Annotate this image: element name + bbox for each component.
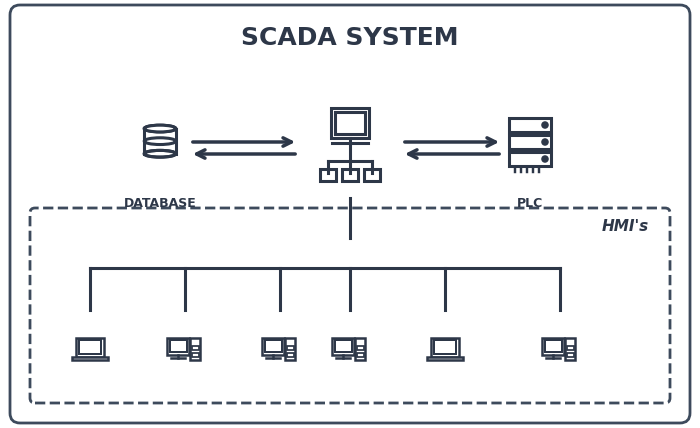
Text: PLC: PLC bbox=[517, 196, 543, 209]
FancyBboxPatch shape bbox=[262, 338, 284, 355]
FancyBboxPatch shape bbox=[10, 5, 690, 423]
FancyBboxPatch shape bbox=[30, 208, 670, 403]
FancyBboxPatch shape bbox=[342, 169, 358, 181]
FancyBboxPatch shape bbox=[542, 338, 564, 355]
FancyBboxPatch shape bbox=[509, 152, 551, 166]
FancyBboxPatch shape bbox=[167, 338, 189, 355]
FancyBboxPatch shape bbox=[567, 353, 573, 357]
FancyBboxPatch shape bbox=[169, 340, 187, 352]
FancyBboxPatch shape bbox=[567, 346, 573, 350]
FancyBboxPatch shape bbox=[434, 340, 456, 354]
FancyBboxPatch shape bbox=[509, 118, 551, 132]
Text: HMI's: HMI's bbox=[601, 219, 649, 234]
FancyBboxPatch shape bbox=[72, 357, 108, 360]
FancyBboxPatch shape bbox=[335, 340, 351, 352]
FancyBboxPatch shape bbox=[79, 340, 101, 354]
FancyBboxPatch shape bbox=[545, 340, 561, 352]
FancyBboxPatch shape bbox=[335, 112, 365, 134]
FancyBboxPatch shape bbox=[357, 353, 363, 357]
Circle shape bbox=[542, 139, 548, 145]
FancyBboxPatch shape bbox=[364, 169, 380, 181]
FancyBboxPatch shape bbox=[287, 346, 293, 350]
FancyBboxPatch shape bbox=[431, 338, 458, 357]
FancyBboxPatch shape bbox=[320, 169, 336, 181]
FancyBboxPatch shape bbox=[285, 338, 295, 360]
FancyBboxPatch shape bbox=[192, 353, 199, 357]
FancyBboxPatch shape bbox=[357, 346, 363, 350]
FancyBboxPatch shape bbox=[331, 108, 369, 138]
FancyBboxPatch shape bbox=[509, 135, 551, 149]
Text: SCADA SYSTEM: SCADA SYSTEM bbox=[241, 26, 458, 50]
Text: DATABASE: DATABASE bbox=[124, 196, 197, 209]
FancyBboxPatch shape bbox=[287, 353, 293, 357]
FancyBboxPatch shape bbox=[427, 357, 463, 360]
Circle shape bbox=[542, 156, 548, 162]
FancyBboxPatch shape bbox=[76, 338, 104, 357]
FancyBboxPatch shape bbox=[190, 338, 200, 360]
FancyBboxPatch shape bbox=[355, 338, 365, 360]
FancyBboxPatch shape bbox=[565, 338, 575, 360]
FancyBboxPatch shape bbox=[192, 346, 199, 350]
Circle shape bbox=[542, 122, 548, 128]
FancyBboxPatch shape bbox=[332, 338, 354, 355]
FancyBboxPatch shape bbox=[265, 340, 281, 352]
Ellipse shape bbox=[144, 125, 176, 132]
